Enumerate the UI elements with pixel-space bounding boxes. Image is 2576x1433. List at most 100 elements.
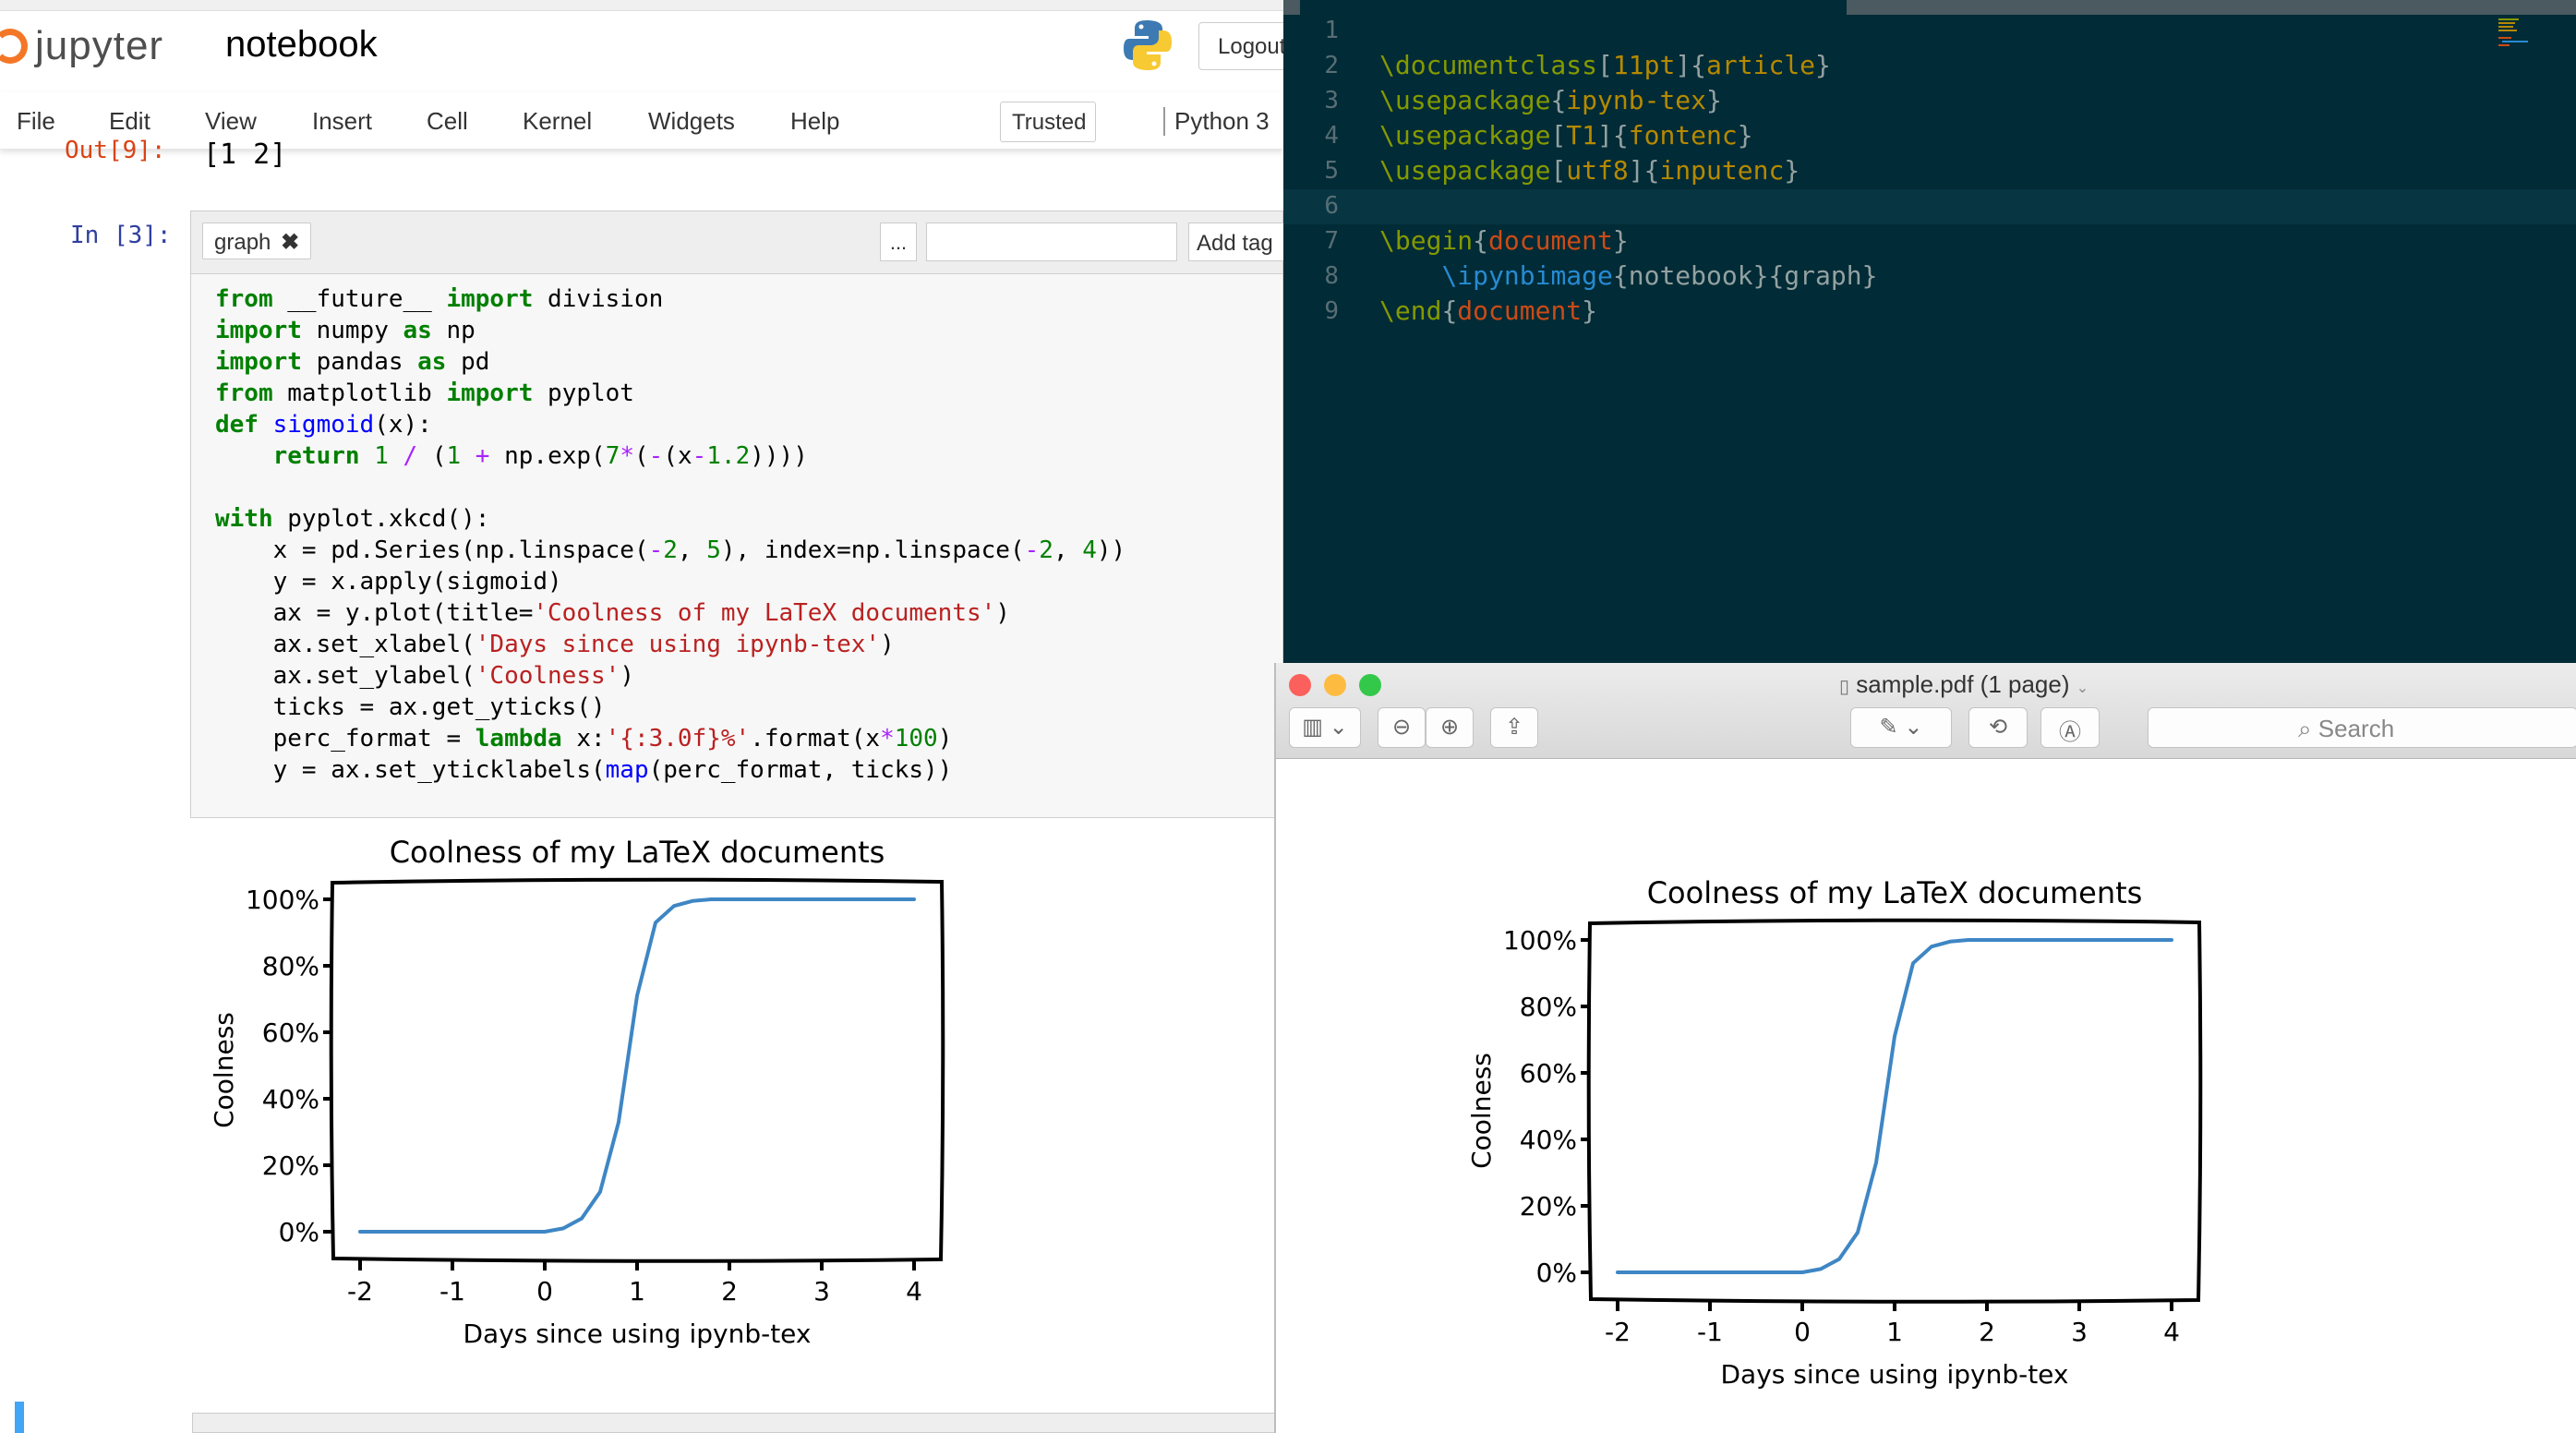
cell-tag-toolbar: graph ✖ ... Add tag [190,211,1283,273]
line-number: 2 [1324,52,1339,79]
code-line: \documentclass[11pt]{article} [1379,50,1831,80]
rotate-icon: ⟲ [1988,715,2008,740]
right-chart-xtick-label: 4 [2163,1317,2180,1347]
zoom-window-icon[interactable] [1359,674,1381,696]
menu-edit[interactable]: Edit [109,107,150,135]
close-window-icon[interactable] [1289,674,1311,696]
right-chart-title: Coolness of my LaTeX documents [1647,875,2143,910]
chevron-down-icon[interactable]: ⌄ [2076,680,2089,696]
left-chart-ytick-label: 40% [262,1084,319,1114]
left-chart-xtick-label: 1 [629,1276,645,1307]
menu-view[interactable]: View [205,107,257,135]
window-title: ▯ sample.pdf (1 page) ⌄ [1839,670,2088,699]
rotate-button[interactable]: ⟲ [1968,707,2028,748]
pdf-file-icon: ▯ [1839,677,1850,697]
remove-tag-icon[interactable]: ✖ [281,230,300,255]
editor-active-tab[interactable] [1300,0,1847,15]
right-chart-xtick-label: -1 [1697,1317,1723,1347]
left-chart-ytick-label: 20% [262,1150,319,1181]
left-chart-ylabel: Coolness [209,1012,239,1128]
right-chart-xlabel: Days since using ipynb-tex [1721,1359,2069,1390]
code-cell[interactable]: In [3]: graph ✖ ... Add tag from __futur… [13,198,1283,1389]
code-editor[interactable]: from __future__ import division import n… [190,273,1283,818]
zoom-out-icon: ⊖ [1391,715,1412,740]
line-number: 1 [1324,17,1339,44]
right-chart-ytick-label: 80% [1520,992,1577,1022]
share-button[interactable]: ⇪ [1490,707,1538,748]
search-field[interactable]: ⌕ Search [2148,707,2576,748]
right-chart-xtick-label: 0 [1794,1317,1811,1347]
menu-widgets[interactable]: Widgets [648,107,735,135]
menu-insert[interactable]: Insert [312,107,373,135]
line-number: 6 [1324,192,1339,220]
add-tag-button[interactable]: Add tag [1188,223,1283,261]
zoom-out-button[interactable]: ⊖ [1378,707,1426,748]
menu-file[interactable]: File [17,107,55,135]
input-prompt: In [3]: [70,222,172,249]
line-number: 5 [1324,157,1339,185]
preview-titlebar: ▯ sample.pdf (1 page) ⌄ ▥ ⌄ ⊖ ⊕ ⇪ ✎ ⌄ ⟲ … [1276,663,2576,759]
left-chart-xtick-label: 0 [536,1276,553,1307]
editor-tab-strip [1283,0,2576,15]
tag-input[interactable] [926,223,1177,261]
current-line-highlight [1283,189,2576,224]
jupyter-window: jupyter notebook Logout File Edit View I… [0,0,1283,1433]
right-chart-frame [1586,918,2203,1304]
right-chart-ytick-label: 60% [1520,1058,1577,1089]
menu-cell[interactable]: Cell [427,107,468,135]
left-chart-title: Coolness of my LaTeX documents [390,835,885,870]
code-line: \begin{document} [1379,225,1629,256]
left-chart-ytick-label: 80% [262,951,319,981]
pdf-chart: Coolness of my LaTeX documents 0% 20% 40% 60… [1466,875,2203,1390]
annotate-button[interactable]: Ⓐ [2040,707,2100,748]
jupyter-ring-icon [0,29,28,64]
left-chart-xlabel: Days since using ipynb-tex [463,1319,812,1349]
right-chart-xtick-label: -2 [1605,1317,1631,1347]
annotate-icon: Ⓐ [2059,720,2081,745]
python-icon [1124,20,1172,70]
tag-menu-button[interactable]: ... [880,223,917,261]
left-chart-xtick-label: 2 [721,1276,738,1307]
left-chart-ytick-label: 60% [262,1018,319,1048]
editor-minimap[interactable] [2497,17,2552,50]
line-number: 7 [1324,227,1339,255]
search-placeholder: Search [2317,715,2395,742]
jupyter-logo[interactable]: jupyter [0,20,163,72]
left-chart-xtick-label: 3 [813,1276,830,1307]
window-title-text: sample.pdf (1 page) [1856,670,2070,698]
jupyter-header: jupyter notebook Logout [0,0,1283,92]
output-prompt: Out[9]: [65,137,166,164]
kernel-indicator[interactable]: Python 3 [1163,107,1270,136]
notebook-name[interactable]: notebook [225,24,378,65]
left-chart-xtick-label: -2 [347,1276,373,1307]
tag-chip[interactable]: graph ✖ [202,223,312,259]
code-line: \end{document} [1379,295,1598,326]
next-cell[interactable] [15,1402,1283,1433]
code-line: \ipynbimage{notebook}{graph} [1441,260,1878,291]
line-number: 3 [1324,87,1339,114]
right-chart-ytick-label: 40% [1520,1125,1577,1155]
right-chart-xtick-label: 3 [2071,1317,2088,1347]
sidebar-toggle-button[interactable]: ▥ ⌄ [1289,707,1361,748]
line-number: 8 [1324,262,1339,290]
latex-editor[interactable]: 1 2 3 4 5 6 7 8 9 \documentclass[11pt]{a… [1283,0,2576,663]
line-number: 4 [1324,122,1339,150]
right-chart-xtick-label: 1 [1886,1317,1903,1347]
minimize-window-icon[interactable] [1324,674,1346,696]
right-chart-ylabel: Coolness [1466,1053,1497,1169]
jupyter-logo-text: jupyter [35,23,164,68]
code-line: \usepackage{ipynb-tex} [1379,85,1722,115]
preview-window: ▯ sample.pdf (1 page) ⌄ ▥ ⌄ ⊖ ⊕ ⇪ ✎ ⌄ ⟲ … [1274,663,2576,1433]
zoom-in-button[interactable]: ⊕ [1426,707,1474,748]
code-line: \usepackage[utf8]{inputenc} [1379,155,1800,186]
browser-edge [0,0,1283,11]
left-chart-ytick-label: 0% [279,1217,319,1247]
menu-kernel[interactable]: Kernel [523,107,593,135]
markup-button[interactable]: ✎ ⌄ [1850,707,1952,748]
menu-help[interactable]: Help [790,107,840,135]
logout-button[interactable]: Logout [1198,22,1283,70]
trusted-indicator[interactable]: Trusted [1000,102,1096,142]
right-chart-ytick-label: 100% [1503,925,1577,956]
pencil-icon: ✎ ⌄ [1879,715,1923,740]
